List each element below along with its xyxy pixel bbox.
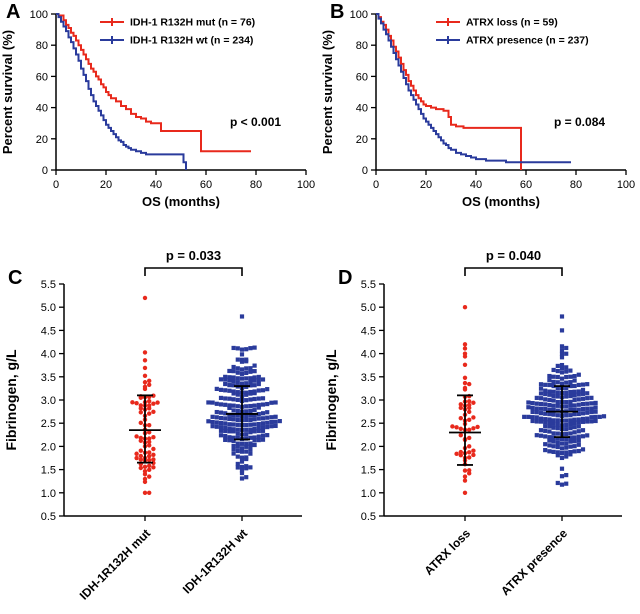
svg-text:2.5: 2.5 — [41, 418, 56, 430]
svg-text:p = 0.040: p = 0.040 — [486, 248, 541, 263]
svg-text:5.0: 5.0 — [41, 302, 56, 314]
svg-text:IDH-1 R132H mut (n = 76): IDH-1 R132H mut (n = 76) — [130, 17, 255, 29]
svg-text:0: 0 — [42, 165, 48, 177]
svg-text:40: 40 — [356, 103, 368, 115]
svg-text:80: 80 — [36, 40, 48, 52]
svg-text:1.0: 1.0 — [361, 488, 376, 500]
svg-text:Fibrinogen, g/L: Fibrinogen, g/L — [3, 349, 19, 451]
svg-text:1.0: 1.0 — [41, 488, 56, 500]
svg-text:3.0: 3.0 — [41, 395, 56, 407]
svg-text:ATRX presence (n = 237): ATRX presence (n = 237) — [466, 35, 589, 47]
svg-text:4.5: 4.5 — [361, 325, 376, 337]
svg-text:ATRX loss: ATRX loss — [421, 526, 473, 578]
svg-text:4.0: 4.0 — [361, 349, 376, 361]
svg-text:Percent survival (%): Percent survival (%) — [0, 30, 15, 154]
svg-text:Percent survival (%): Percent survival (%) — [320, 30, 335, 154]
svg-text:80: 80 — [570, 179, 582, 191]
svg-text:40: 40 — [150, 179, 162, 191]
svg-text:2.0: 2.0 — [41, 441, 56, 453]
scatter-fibrinogen-atrx: 0.5 1.0 1.5 2.0 2.5 3.0 3.5 4.0 4.5 5.0 5.5 Fibrino… — [323, 248, 622, 598]
svg-text:ATRX presence: ATRX presence — [498, 526, 570, 598]
svg-text:60: 60 — [200, 179, 212, 191]
svg-text:OS (months): OS (months) — [462, 194, 540, 209]
panel-label-b: B — [330, 1, 345, 23]
svg-text:p = 0.033: p = 0.033 — [166, 248, 221, 263]
svg-text:20: 20 — [420, 179, 432, 191]
svg-text:IDH-1R132H wt: IDH-1R132H wt — [180, 526, 250, 596]
svg-text:p = 0.084: p = 0.084 — [554, 115, 605, 129]
svg-text:100: 100 — [297, 179, 315, 191]
svg-text:5.5: 5.5 — [361, 279, 376, 291]
svg-text:40: 40 — [470, 179, 482, 191]
km-curve-atrx-os: 0 20 40 60 80 100 0 20 40 60 80 100 OS (months) Perce… — [320, 9, 635, 209]
svg-text:OS (months): OS (months) — [142, 194, 220, 209]
svg-text:1.5: 1.5 — [41, 465, 56, 477]
svg-text:1.5: 1.5 — [361, 465, 376, 477]
svg-text:3.5: 3.5 — [361, 372, 376, 384]
svg-text:20: 20 — [356, 134, 368, 146]
svg-text:0.5: 0.5 — [41, 511, 56, 523]
panel-label-c: C — [8, 267, 23, 289]
svg-text:20: 20 — [100, 179, 112, 191]
svg-text:0.5: 0.5 — [361, 511, 376, 523]
svg-text:IDH-1R132H mut: IDH-1R132H mut — [77, 526, 153, 602]
svg-text:100: 100 — [30, 9, 48, 21]
svg-text:0: 0 — [373, 179, 379, 191]
svg-text:2.5: 2.5 — [361, 418, 376, 430]
svg-text:IDH-1 R132H wt (n = 234): IDH-1 R132H wt (n = 234) — [130, 35, 253, 47]
svg-text:0: 0 — [362, 165, 368, 177]
svg-text:4.5: 4.5 — [41, 325, 56, 337]
scatter-fibrinogen-idh1: 0.5 1.0 1.5 2.0 2.5 3.0 3.5 4.0 4.5 5.0 5.5 Fibrino… — [3, 248, 302, 603]
svg-text:0: 0 — [53, 179, 59, 191]
svg-text:60: 60 — [520, 179, 532, 191]
svg-text:60: 60 — [356, 71, 368, 83]
svg-text:5.0: 5.0 — [361, 302, 376, 314]
svg-text:20: 20 — [36, 134, 48, 146]
svg-text:2.0: 2.0 — [361, 441, 376, 453]
svg-text:60: 60 — [36, 71, 48, 83]
panel-label-d: D — [338, 267, 353, 289]
svg-text:ATRX loss (n = 59): ATRX loss (n = 59) — [466, 17, 558, 29]
svg-text:5.5: 5.5 — [41, 279, 56, 291]
svg-text:100: 100 — [617, 179, 635, 191]
svg-text:40: 40 — [36, 103, 48, 115]
km-curve-idh1-os: 0 20 40 60 80 100 0 20 40 60 80 100 OS (months) Perce… — [0, 9, 315, 209]
svg-text:4.0: 4.0 — [41, 349, 56, 361]
svg-text:80: 80 — [356, 40, 368, 52]
panel-label-a: A — [6, 1, 21, 23]
svg-text:80: 80 — [250, 179, 262, 191]
svg-text:100: 100 — [350, 9, 368, 21]
svg-text:3.5: 3.5 — [41, 372, 56, 384]
svg-text:p < 0.001: p < 0.001 — [230, 115, 281, 129]
svg-text:Fibrinogen, g/L: Fibrinogen, g/L — [323, 349, 339, 451]
svg-text:3.0: 3.0 — [361, 395, 376, 407]
